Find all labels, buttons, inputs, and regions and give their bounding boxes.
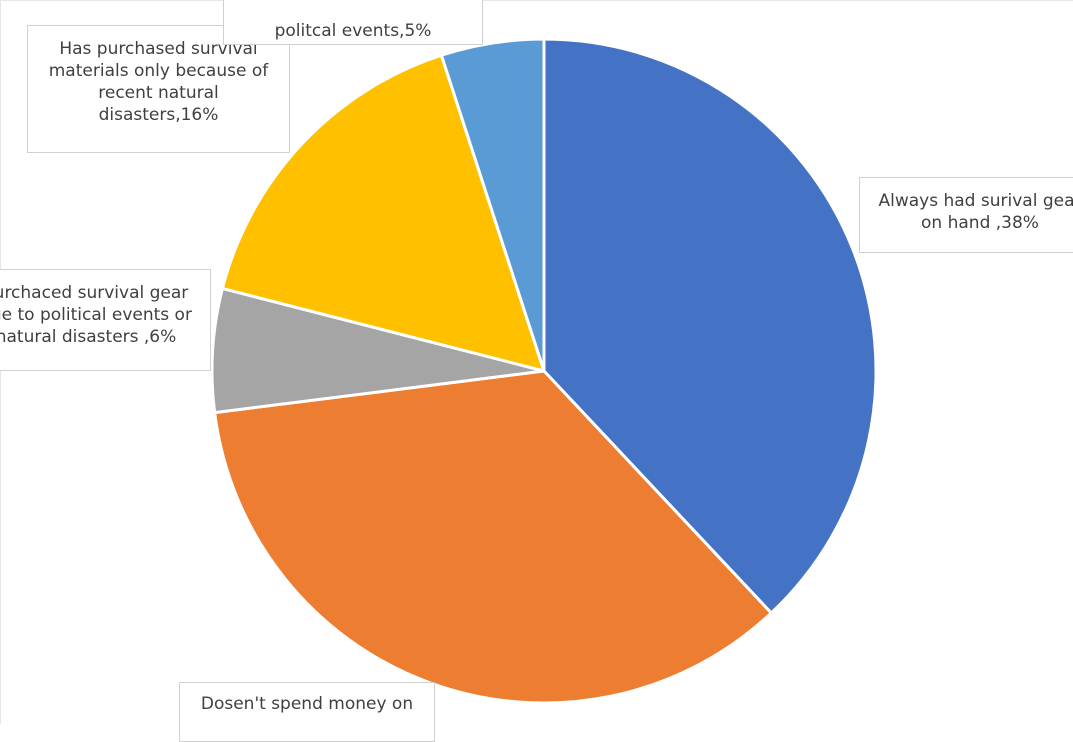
slice-natural-disasters [220,53,546,373]
data-label-natural-disasters: Has purchased survival materials only be… [27,25,290,153]
data-label-text: Dosen't spend money on [200,694,414,714]
slice-political-or-natural [210,286,546,415]
data-label-text: politcal events,5% [274,21,432,41]
slice-political-events [439,37,546,373]
pie-chart [210,37,878,705]
data-label-always-had-gear: Always had surival gear on hand ,38% [859,177,1073,253]
data-label-text: Purchaced survival gear due to political… [0,283,192,347]
data-label-political-or-natural: Purchaced survival gear due to political… [0,269,211,371]
slice-always-had-gear [542,37,878,615]
data-label-text: Always had surival gear on hand ,38% [878,191,1073,233]
data-label-doesnt-spend: Dosen't spend money on [179,682,435,742]
data-label-text: Has purchased survival materials only be… [48,39,269,125]
data-label-political-events: politcal events,5% [223,0,483,45]
